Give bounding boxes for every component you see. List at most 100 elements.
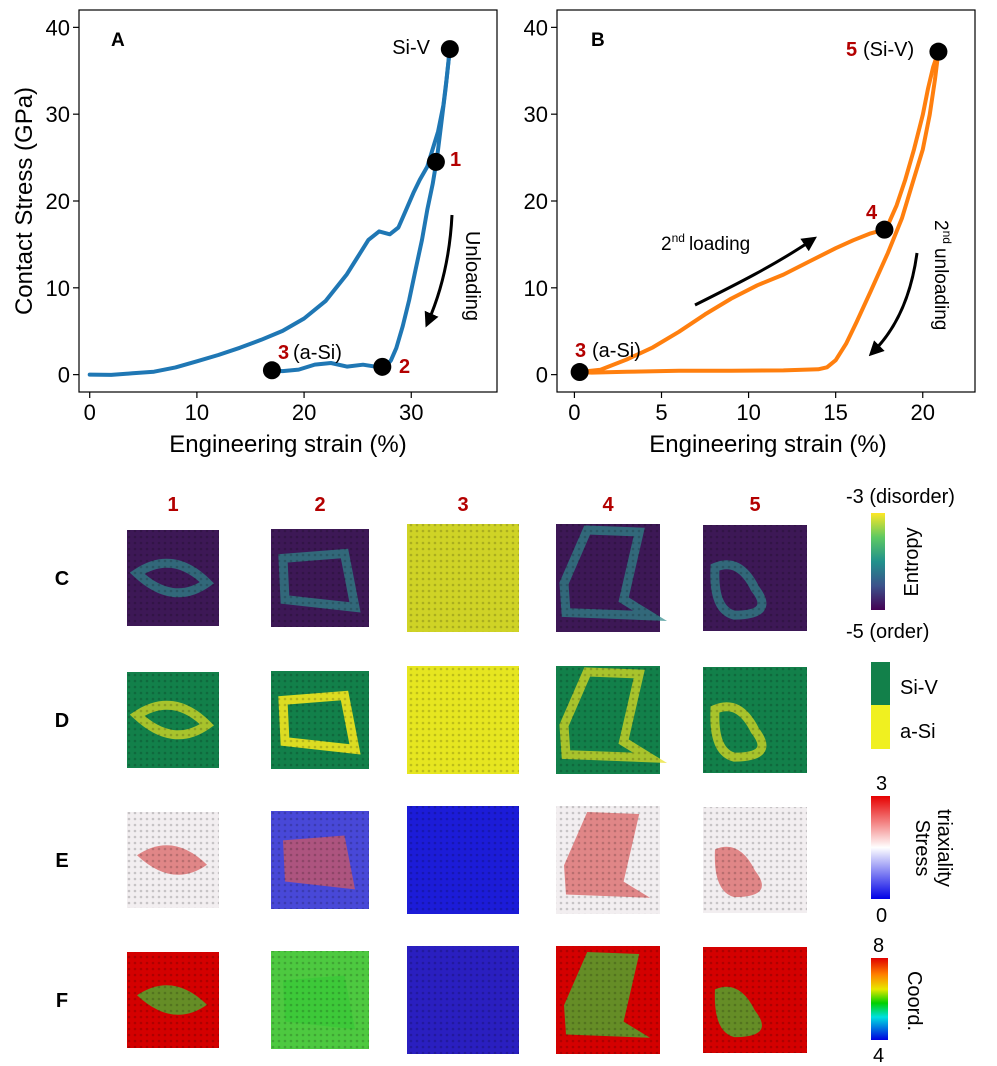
panel-b-loading-arrow	[694, 236, 817, 307]
panel-b-ytick-label: 10	[524, 276, 548, 301]
legend-tri-title-2: triaxiality	[933, 809, 955, 887]
legend-coord-colorbar	[871, 958, 888, 1040]
row-label: D	[55, 710, 69, 732]
loading-num: 2	[661, 234, 672, 255]
panel-a-ytick-label: 0	[58, 363, 70, 388]
legend-entropy: -3 (disorder) Entropy -5 (order)	[846, 486, 955, 643]
snapshot-grid	[127, 524, 807, 1054]
unloading-sup: nd	[940, 231, 954, 244]
panel-a-series-unloading	[269, 47, 452, 374]
panel-a-marker-num: 2	[399, 356, 410, 378]
panel-b-series-2nd-loading	[577, 49, 941, 374]
snapshot-texture	[556, 524, 660, 632]
snapshot-texture	[271, 951, 369, 1049]
panel-b-series-2nd-unloading	[577, 49, 941, 375]
legend-phase-siv: Si-V	[900, 677, 938, 699]
snapshot-texture	[703, 947, 807, 1053]
snapshot-texture	[127, 530, 219, 626]
snapshot-triaxiality-5	[703, 807, 807, 913]
panel-b-marker-point	[875, 220, 894, 239]
unloading-num: 2	[930, 220, 951, 231]
legend-tri-colorbar	[871, 796, 890, 899]
panel-b-marker-point	[929, 42, 948, 61]
snapshot-coord-5	[703, 947, 807, 1053]
column-label: 3	[457, 494, 468, 516]
panel-a-unloading-annotation: Unloading	[461, 231, 483, 321]
snapshot-entropy-3	[407, 524, 519, 632]
panel-b-label: B	[591, 30, 605, 51]
panel-a-ticks: 0 10 20 30 0 10 20 30 40	[46, 15, 424, 425]
snapshot-entropy-5	[703, 525, 807, 631]
panel-b-ytick-label: 30	[524, 102, 548, 127]
snapshot-phase-2	[271, 671, 369, 769]
snapshot-texture	[703, 667, 807, 773]
snapshot-texture	[127, 812, 219, 908]
panel-a-marker-point	[373, 357, 392, 376]
snapshot-texture	[703, 807, 807, 913]
panel-a-unloading-arrow	[424, 214, 454, 328]
legend-phase: Si-V a-Si	[871, 662, 938, 749]
panel-b-markers: 5 (Si-V) 4 3 (a-Si)	[570, 39, 948, 382]
snapshot-triaxiality-3	[407, 806, 519, 914]
snapshot-texture	[271, 529, 369, 627]
legend-tri-title-1: Stress	[911, 820, 933, 877]
snapshot-coord-2	[271, 951, 369, 1049]
legend-coord-top: 8	[873, 935, 884, 957]
snapshot-entropy-2	[271, 529, 369, 627]
panel-b-xlabel: Engineering strain (%)	[649, 431, 886, 458]
panel-a-series	[87, 47, 452, 377]
snapshot-phase-3	[407, 666, 519, 774]
panel-a-ytick-label: 30	[46, 102, 70, 127]
panel-a-marker-label: (a-Si)	[293, 342, 342, 364]
panel-b-ytick-label: 20	[524, 189, 548, 214]
panel-b-xtick-label: 10	[736, 400, 760, 425]
snapshot-column-labels: 1 2 3 4 5	[167, 494, 760, 516]
legend-coord-title: Coord.	[903, 971, 925, 1031]
panel-a-series-loading	[87, 47, 452, 377]
snapshot-coord-4	[556, 946, 660, 1054]
panel-b-marker-num: 3	[575, 340, 586, 362]
panel-a-ytick-label: 10	[46, 276, 70, 301]
panel-a-xtick-label: 0	[84, 400, 96, 425]
panel-a-xlabel: Engineering strain (%)	[169, 431, 406, 458]
snapshot-texture	[407, 946, 519, 1054]
snapshot-texture	[703, 525, 807, 631]
snapshot-phase-1	[127, 672, 219, 768]
snapshot-texture	[127, 672, 219, 768]
panel-b-plot: B 0 5 10 15 20 0 10 20 30 40 5 (Si-V) 4 3 (a-Si) Engi…	[524, 9, 976, 458]
legend-entropy-title: Entropy	[901, 528, 923, 597]
snapshot-entropy-1	[127, 530, 219, 626]
snapshot-texture	[271, 671, 369, 769]
panel-a-xtick-label: 20	[292, 400, 316, 425]
panel-b-ticks: 0 5 10 15 20 0 10 20 30 40	[524, 15, 935, 425]
panel-b-loading-annotation: 2nd loading	[661, 231, 750, 255]
panel-b-xtick-label: 20	[911, 400, 935, 425]
snapshot-entropy-4	[556, 524, 668, 632]
panel-b-marker-label: (a-Si)	[592, 340, 641, 362]
legend-phase-siv-swatch	[871, 662, 890, 705]
panel-a-markers: Si-V 1 2 3 (a-Si)	[262, 37, 461, 380]
panel-a-marker-num: 3	[278, 342, 289, 364]
snapshot-row-labels: C D E F	[55, 568, 69, 1012]
panel-a-ytick-label: 20	[46, 189, 70, 214]
panel-a-marker-num: 1	[450, 149, 461, 171]
snapshot-phase-5	[703, 667, 807, 773]
panel-a-xtick-label: 10	[185, 400, 209, 425]
legend-tri-bottom: 0	[876, 905, 887, 927]
legend-coord-bottom: 4	[873, 1045, 884, 1066]
panel-b-frame	[556, 9, 976, 393]
panel-b-ytick-label: 40	[524, 15, 548, 40]
legend-coord: 8 4 Coord.	[871, 935, 925, 1066]
column-label: 2	[314, 494, 325, 516]
panel-a-marker-label: Si-V	[392, 37, 430, 59]
snapshot-texture	[127, 952, 219, 1048]
unloading-word: unloading	[930, 248, 951, 330]
snapshot-texture	[407, 666, 519, 774]
panel-a-frame	[78, 9, 498, 393]
panel-a-ytick-label: 40	[46, 15, 70, 40]
panel-b-unloading-annotation: 2nd unloading	[930, 220, 954, 330]
panel-b-marker-num: 5	[846, 39, 857, 61]
snapshot-triaxiality-4	[556, 806, 660, 914]
snapshot-texture	[556, 806, 660, 914]
